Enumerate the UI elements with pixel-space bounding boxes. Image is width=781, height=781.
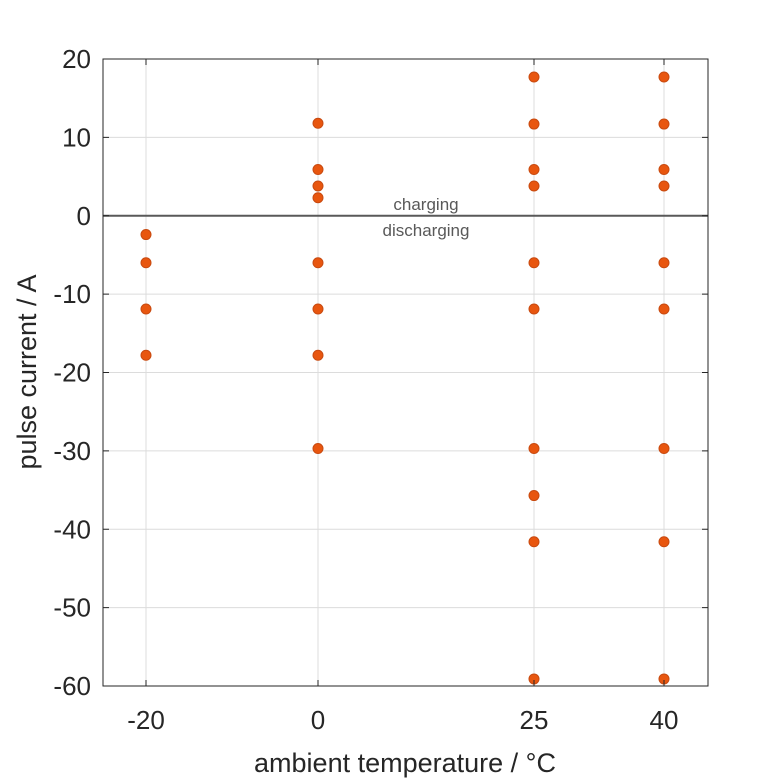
grid-lines [103, 58, 708, 687]
data-point [140, 229, 152, 241]
data-point [528, 257, 540, 269]
data-point [312, 349, 324, 361]
y-tick-label: -60 [53, 671, 91, 701]
data-point [312, 164, 324, 176]
data-point [312, 443, 324, 455]
data-point [658, 536, 670, 548]
data-point [658, 257, 670, 269]
data-point [658, 303, 670, 315]
data-point [140, 257, 152, 269]
data-point [312, 180, 324, 192]
data-point [140, 349, 152, 361]
data-point [528, 443, 540, 455]
y-tick-label: -10 [53, 279, 91, 309]
data-point [658, 180, 670, 192]
data-point [528, 536, 540, 548]
data-point [312, 257, 324, 269]
x-tick-label: -20 [127, 705, 165, 735]
x-tick-label: 40 [650, 705, 679, 735]
x-tick-label: 25 [520, 705, 549, 735]
data-point [312, 303, 324, 315]
data-point [312, 117, 324, 129]
data-point [658, 164, 670, 176]
x-axis-label: ambient temperature / °C [254, 748, 556, 778]
y-tick-label: 10 [62, 122, 91, 152]
data-point [528, 303, 540, 315]
y-tick-label: -40 [53, 514, 91, 544]
data-point [528, 180, 540, 192]
data-point [140, 303, 152, 315]
data-point [658, 118, 670, 130]
x-tick-labels: -20 0 25 40 [127, 705, 678, 735]
y-tick-label: -50 [53, 593, 91, 623]
y-axis-label: pulse current / A [12, 274, 42, 469]
axis-ticks [103, 58, 708, 687]
data-point [312, 192, 324, 204]
y-tick-label: -20 [53, 358, 91, 388]
y-tick-label: 0 [77, 201, 91, 231]
x-tick-label: 0 [311, 705, 325, 735]
y-tick-label: -30 [53, 436, 91, 466]
y-tick-labels: 20 10 0 -10 -20 -30 -40 -50 -60 [53, 44, 91, 701]
y-tick-label: 20 [62, 44, 91, 74]
data-point [528, 71, 540, 83]
data-point [658, 71, 670, 83]
data-point [658, 443, 670, 455]
data-point [528, 164, 540, 176]
data-points [140, 71, 670, 685]
discharging-annotation: discharging [383, 221, 470, 240]
data-point [528, 490, 540, 502]
charging-annotation: charging [393, 195, 458, 214]
data-point [528, 118, 540, 130]
